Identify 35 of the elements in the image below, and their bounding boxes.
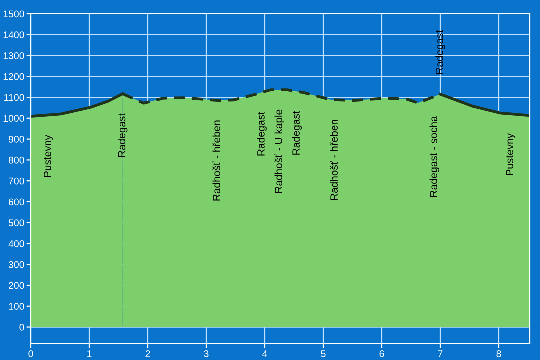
y-tick-label: 1500 (4, 10, 24, 18)
annotation: Radhošť - U kaple (274, 110, 284, 193)
x-tick-label: 5 (321, 350, 326, 358)
annotation: Radegast (118, 114, 128, 158)
y-tick-label: 1300 (4, 52, 24, 60)
y-tick-label: 1000 (4, 115, 24, 122)
annotation: Radegast (292, 111, 302, 155)
y-tick-label: 1100 (4, 94, 24, 102)
annotation: Radegast (257, 112, 267, 156)
x-tick-label: 0 (28, 350, 34, 358)
y-tick-label: 900 (8, 136, 24, 143)
x-tick-label: 4 (262, 350, 268, 358)
y-tick-label: 300 (8, 261, 24, 268)
x-tick-label: 8 (496, 350, 502, 358)
y-tick-label: 500 (8, 220, 24, 226)
y-tick-label: 0 (20, 324, 24, 331)
y-tick-label: 400 (8, 240, 24, 248)
y-tick-label: 1200 (4, 73, 24, 80)
annotation: Radhošť - hřeben (212, 120, 220, 201)
y-tick-label: 1400 (4, 32, 24, 39)
x-tick-label: 3 (204, 350, 209, 358)
y-tick-label: 700 (9, 178, 24, 185)
annotation: Pustevny (44, 135, 54, 178)
x-tick-label: 6 (380, 350, 384, 358)
annotation: Pustevny (506, 134, 516, 176)
x-tick-label: 7 (438, 350, 443, 358)
y-tick-label: 200 (9, 282, 24, 290)
y-tick-label: 600 (9, 198, 24, 206)
x-tick-label: 1 (88, 350, 92, 358)
y-tick-label: 100 (9, 303, 24, 310)
annotation: Radhošť - hřeben (330, 120, 338, 200)
y-tick-label: 800 (8, 156, 24, 164)
annotation: Radegast (436, 30, 446, 74)
x-tick-label: 2 (146, 350, 150, 358)
annotation: Radegast - socha (430, 116, 440, 197)
